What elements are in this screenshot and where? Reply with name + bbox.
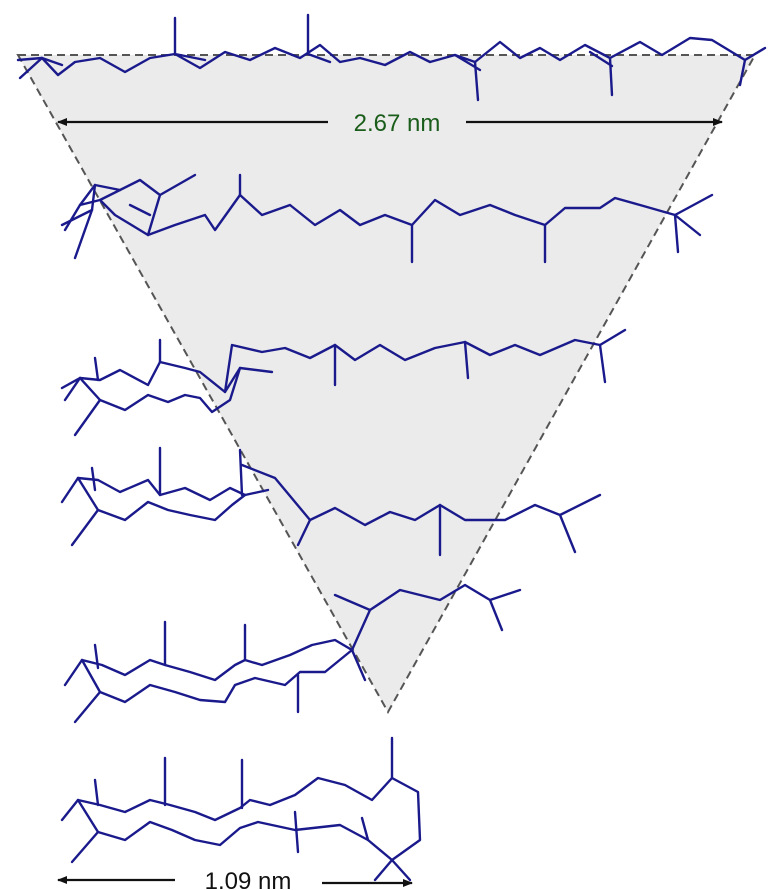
bottom-dimension-label: 1.09 nm [205, 868, 292, 890]
molecule-pentacyclic [60, 736, 422, 882]
top-dimension-indicator: 2.67 nm [57, 110, 723, 137]
bottom-dimension-indicator: 1.09 nm [57, 868, 413, 890]
top-dimension-label: 2.67 nm [354, 110, 441, 137]
funnel-triangle [16, 54, 757, 715]
molecule-bicyclic [60, 328, 627, 437]
molecule-tricyclic [60, 446, 602, 557]
molecule-linear-squalene [16, 13, 767, 102]
molecule-monocyclic [60, 173, 714, 264]
molecule-tetracyclic [63, 583, 522, 724]
